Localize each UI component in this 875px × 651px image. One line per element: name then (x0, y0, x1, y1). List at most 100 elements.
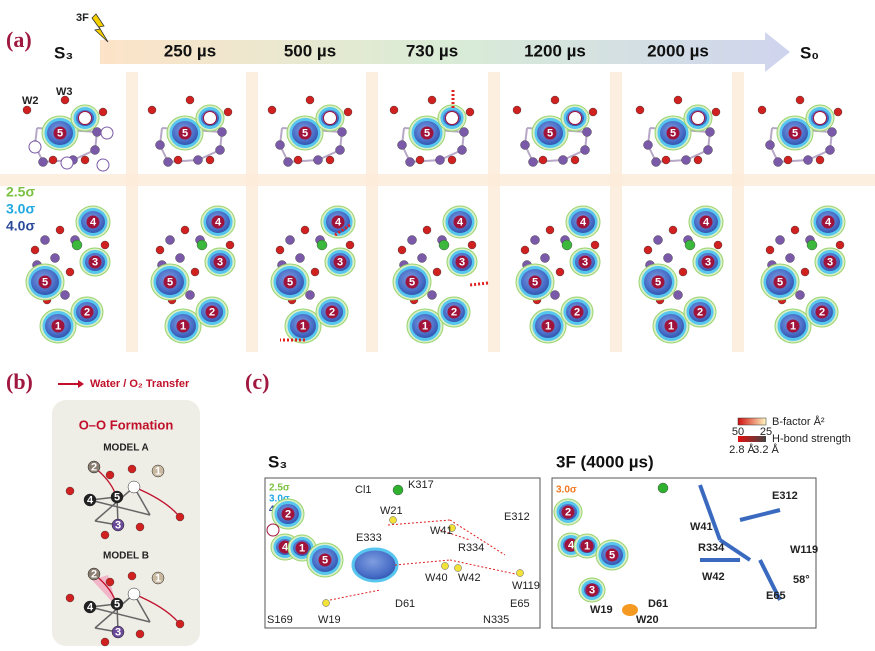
atom-label: X (130, 481, 138, 493)
atom (758, 106, 766, 114)
band (0, 174, 875, 186)
atom-label: 1 (545, 320, 551, 332)
atom (66, 594, 74, 602)
atom-label: 3 (92, 256, 98, 268)
atom-label: 5 (547, 127, 553, 139)
residue-label: N335 (483, 614, 509, 626)
atom-label: X (326, 112, 334, 124)
atom-label: 1 (180, 320, 186, 332)
atom (571, 156, 579, 164)
atom (39, 158, 48, 167)
atom (191, 268, 199, 276)
residue-label: E65 (510, 598, 530, 610)
atom-label: X (81, 112, 89, 124)
atom (712, 108, 720, 116)
atom (156, 141, 165, 150)
residue-label: W119 (512, 580, 540, 592)
atom (513, 106, 521, 114)
atom (224, 108, 232, 116)
atom (93, 128, 102, 137)
residue-label: E312 (504, 511, 530, 523)
atom (176, 254, 185, 263)
hbond-title: H-bond strength (772, 433, 851, 445)
atom-label: 1 (155, 572, 161, 584)
atom (685, 240, 695, 250)
atom (101, 638, 109, 646)
atom-label: 1 (790, 320, 796, 332)
residue-label: K317 (408, 479, 434, 491)
atom (804, 156, 813, 165)
atom (766, 246, 774, 254)
panel-label: (a) (6, 27, 32, 52)
atom-label: 1 (155, 465, 161, 477)
atom-label: 2 (100, 159, 106, 171)
atom (784, 156, 792, 164)
atom (836, 241, 844, 249)
atom (156, 246, 164, 254)
atom (81, 156, 89, 164)
atom-label: 3 (115, 626, 121, 638)
atom (658, 483, 668, 493)
atom (531, 236, 540, 245)
atom (652, 158, 661, 167)
atom (636, 106, 644, 114)
atom-label: 3 (582, 256, 588, 268)
atom (314, 156, 323, 165)
atom (194, 156, 203, 165)
atom (72, 240, 82, 250)
atom (31, 246, 39, 254)
residue-label: W119 (790, 544, 818, 556)
atom (61, 96, 69, 104)
residue-label: W42 (458, 572, 481, 584)
atom (714, 241, 722, 249)
atom-label: 2 (91, 461, 97, 473)
water-label: W2 (22, 95, 39, 107)
panel-label: (c) (245, 369, 269, 394)
atom (91, 146, 100, 155)
atom (268, 106, 276, 114)
atom (664, 254, 673, 263)
atom (197, 240, 207, 250)
atom (774, 158, 783, 167)
atom (398, 246, 406, 254)
atom-label: 2 (574, 306, 580, 318)
atom (581, 146, 590, 155)
atom-label: 5 (655, 276, 661, 288)
atom (23, 106, 31, 114)
atom (136, 630, 144, 638)
residue-label: W40 (425, 572, 448, 584)
residue-label: W19 (318, 614, 341, 626)
atom-label: X (130, 588, 138, 600)
atom-label: 5 (57, 127, 63, 139)
atom-label: 3 (827, 256, 833, 268)
atom (61, 291, 70, 300)
flash-label: 3F (76, 12, 89, 24)
atom (442, 563, 449, 570)
density-core (353, 549, 397, 581)
atom-label: 2 (819, 306, 825, 318)
atom (49, 156, 57, 164)
atom (326, 156, 334, 164)
residue-label: W21 (380, 505, 403, 517)
atom (682, 156, 691, 165)
atom-label: X (206, 112, 214, 124)
atom-label: 2 (565, 506, 571, 518)
end-state: S₀ (800, 43, 819, 62)
atom-label: 5 (167, 276, 173, 288)
atom-label: 2 (91, 568, 97, 580)
atom (556, 268, 564, 276)
atom (551, 291, 560, 300)
atom (99, 108, 107, 116)
band (732, 72, 744, 352)
residue-label: R334 (458, 542, 484, 554)
atom (390, 106, 398, 114)
atom (828, 128, 837, 137)
panel-b-box (52, 400, 200, 646)
sigma-level: 3.0σ (556, 485, 577, 496)
atom (529, 158, 538, 167)
atom (546, 226, 554, 234)
atom (186, 96, 194, 104)
residue-label: W19 (590, 604, 613, 616)
residue-label: W41 (690, 521, 713, 533)
atom (216, 146, 225, 155)
